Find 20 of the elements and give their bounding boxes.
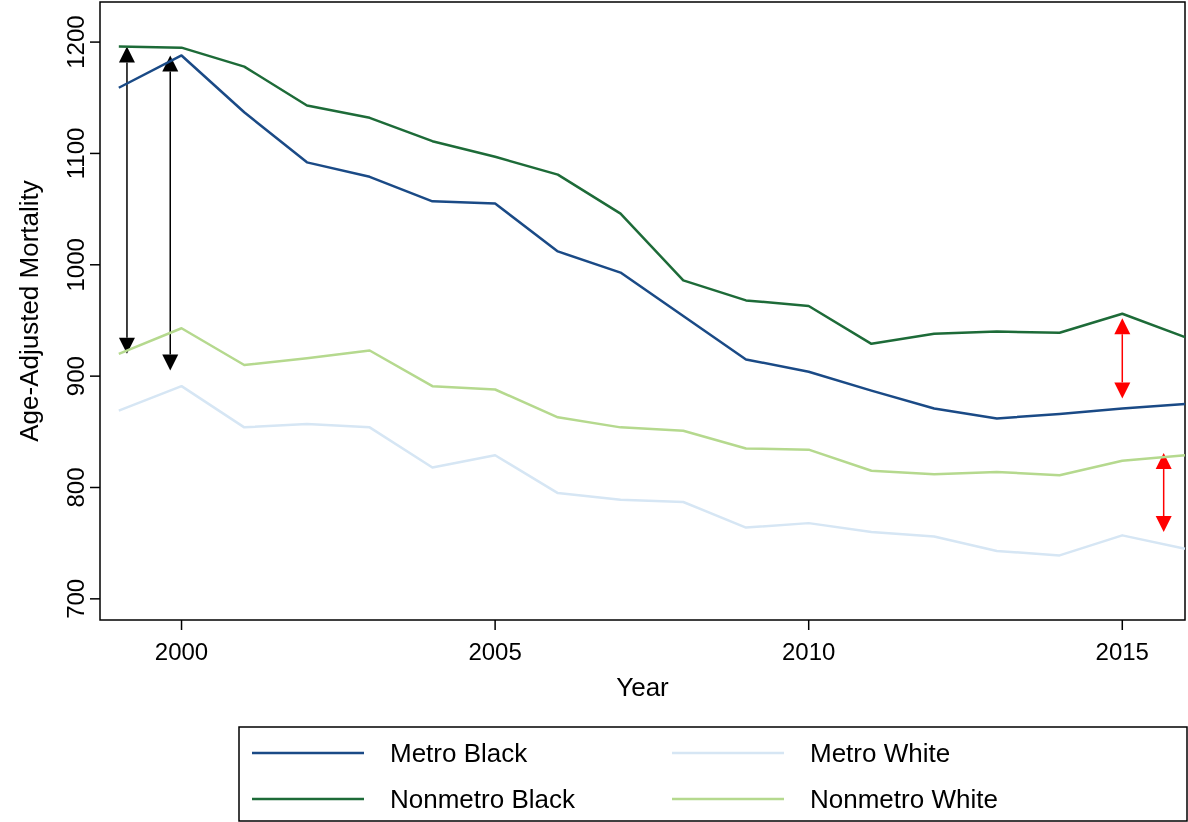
- line-series: [117, 45, 1187, 346]
- x-tick-label: 2010: [782, 638, 836, 665]
- y-tick-label: 1200: [62, 15, 89, 69]
- x-tick-label: 2015: [1095, 638, 1149, 665]
- legend-label: Nonmetro Black: [390, 784, 576, 814]
- x-tick-label: 2000: [154, 638, 209, 665]
- legend-label: Nonmetro White: [810, 784, 998, 814]
- y-tick-label: 1000: [62, 238, 89, 292]
- y-axis-title: Age-Adjusted Mortality: [14, 180, 44, 442]
- x-tick-label: 2005: [468, 638, 522, 665]
- line-series: [117, 54, 1187, 420]
- line-series: [117, 327, 1187, 477]
- y-tick-label: 700: [62, 578, 89, 619]
- y-tick-label: 900: [62, 356, 89, 397]
- y-tick-label: 800: [62, 467, 89, 508]
- line-series: [117, 384, 1187, 557]
- legend-label: Metro Black: [390, 738, 529, 768]
- x-axis-title: Year: [616, 672, 670, 702]
- legend-label: Metro White: [810, 738, 951, 768]
- y-tick-label: 1100: [62, 127, 89, 180]
